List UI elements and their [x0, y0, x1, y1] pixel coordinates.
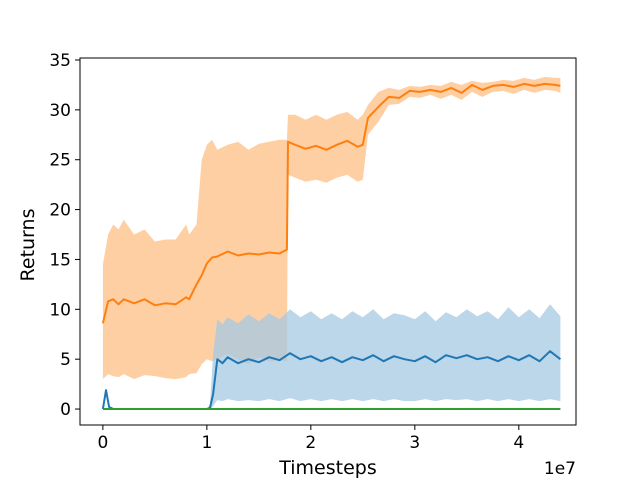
x-tick-label: 2 — [305, 433, 316, 453]
y-tick-label: 0 — [60, 400, 71, 420]
x-tick-label: 3 — [409, 433, 420, 453]
y-tick-label: 20 — [49, 201, 71, 221]
series-1-band — [102, 76, 561, 380]
y-tick-label: 30 — [49, 101, 71, 121]
x-tick-label: 0 — [97, 433, 108, 453]
y-tick-label: 5 — [60, 350, 71, 370]
y-axis-label: Returns — [17, 209, 39, 282]
x-axis: 0 1 2 3 4 — [97, 425, 524, 453]
x-tick-label: 4 — [513, 433, 524, 453]
series-lines — [101, 82, 562, 410]
series-1-line — [101, 82, 561, 324]
x-axis-offset-label: 1e7 — [544, 459, 576, 479]
y-tick-label: 10 — [49, 300, 71, 320]
y-tick-label: 15 — [49, 250, 71, 270]
x-axis-label: Timesteps — [278, 457, 377, 479]
plot-frame — [79, 57, 577, 426]
y-tick-label: 25 — [49, 151, 71, 171]
y-axis: 0 5 10 15 20 25 30 35 — [49, 51, 80, 420]
y-tick-label: 35 — [49, 51, 71, 71]
x-tick-label: 1 — [201, 433, 212, 453]
